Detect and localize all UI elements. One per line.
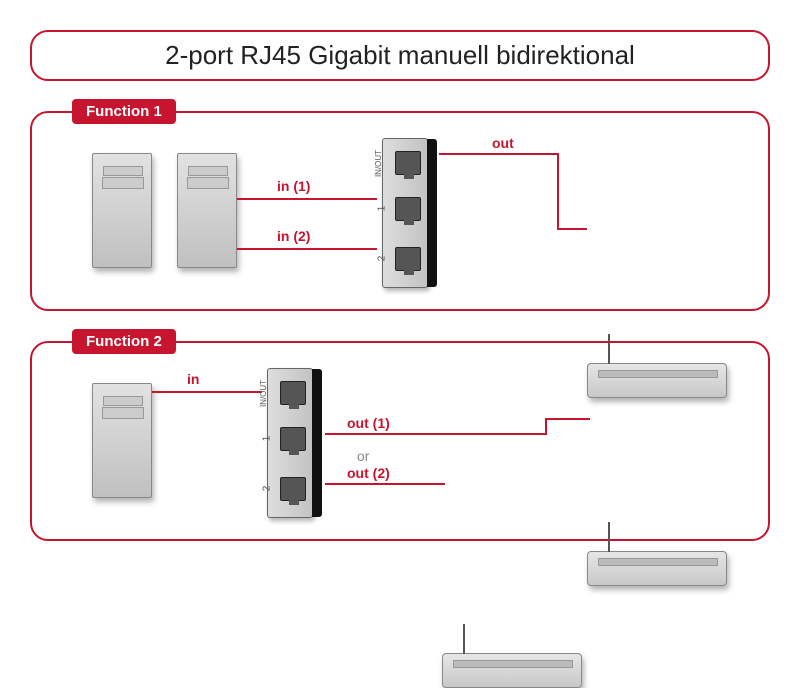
server-tower-3 [92, 383, 152, 498]
wire-in1 [237, 198, 377, 200]
switch-box-1: IN/OUT 1 2 [382, 138, 428, 288]
port-label-inout-2: IN/OUT [259, 380, 268, 407]
port-label-2b: 2 [261, 486, 272, 492]
label-in2: in (2) [277, 228, 310, 244]
port-label-1b: 1 [261, 436, 272, 442]
wire-out1 [325, 433, 545, 435]
port-label-2: 2 [376, 256, 387, 262]
label-or: or [357, 448, 369, 464]
rj45-port-2 [395, 247, 421, 271]
port-label-1: 1 [376, 206, 387, 212]
function-1-tag: Function 1 [72, 99, 176, 124]
wire-out-h2 [557, 228, 587, 230]
router-2a [587, 551, 727, 586]
wire-out-v [557, 153, 559, 228]
server-tower-1 [92, 153, 152, 268]
rj45-port-1 [395, 197, 421, 221]
function-1-panel: Function 1 in (1) in (2) IN/OUT 1 2 out [30, 111, 770, 311]
label-out: out [492, 135, 514, 151]
wire-out1-h2 [545, 418, 590, 420]
wire-out [439, 153, 559, 155]
server-tower-2 [177, 153, 237, 268]
wire-out2 [325, 483, 445, 485]
function-2-tag: Function 2 [72, 329, 176, 354]
rj45-port-2b [280, 477, 306, 501]
label-in: in [187, 371, 199, 387]
rj45-port-1b [280, 427, 306, 451]
wire-in2 [237, 248, 377, 250]
wire-out1-v [545, 418, 547, 435]
rj45-port-inout [395, 151, 421, 175]
label-out1: out (1) [347, 415, 390, 431]
wire-in [152, 391, 262, 393]
switch-box-2: IN/OUT 1 2 [267, 368, 313, 518]
function-2-panel: Function 2 in IN/OUT 1 2 out (1) or out … [30, 341, 770, 541]
label-out2: out (2) [347, 465, 390, 481]
router-2b [442, 653, 582, 688]
title-box: 2-port RJ45 Gigabit manuell bidirektiona… [30, 30, 770, 81]
label-in1: in (1) [277, 178, 310, 194]
rj45-port-inout-2 [280, 381, 306, 405]
port-label-inout: IN/OUT [374, 150, 383, 177]
